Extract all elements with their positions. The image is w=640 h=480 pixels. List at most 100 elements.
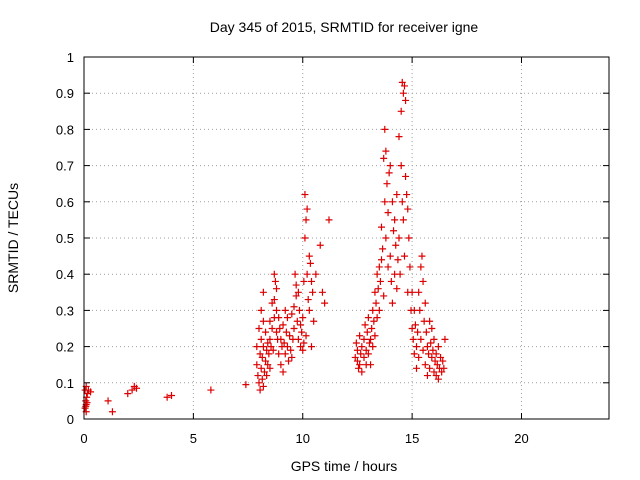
data-point — [426, 317, 434, 325]
data-point — [163, 393, 171, 401]
data-point — [268, 299, 276, 307]
data-point — [302, 332, 310, 340]
data-point — [306, 259, 314, 267]
x-tick-label: 10 — [296, 431, 310, 446]
data-point — [300, 339, 308, 347]
data-point — [259, 343, 267, 351]
data-point — [264, 339, 272, 347]
data-point — [253, 343, 261, 351]
data-point — [266, 335, 274, 343]
data-point — [255, 379, 263, 387]
data-point — [277, 361, 285, 369]
data-point — [276, 325, 284, 332]
data-point — [256, 386, 264, 394]
data-point — [382, 147, 390, 155]
data-point — [406, 263, 414, 271]
data-point — [277, 335, 285, 343]
data-point — [325, 216, 333, 224]
y-tick-label: 0.9 — [56, 86, 74, 101]
data-point — [271, 277, 279, 285]
data-point — [304, 296, 312, 304]
data-point — [365, 339, 373, 347]
data-point — [270, 270, 278, 278]
data-point — [430, 335, 438, 343]
data-point — [263, 372, 271, 380]
data-point — [283, 314, 291, 322]
data-point — [303, 205, 311, 213]
data-point — [393, 191, 401, 199]
data-point — [378, 223, 385, 231]
data-point — [409, 335, 417, 343]
data-point — [395, 234, 403, 242]
data-point — [282, 328, 290, 336]
data-point — [262, 328, 270, 336]
data-point — [395, 133, 403, 141]
data-point — [362, 346, 370, 354]
data-point — [371, 332, 379, 340]
data-point — [439, 357, 447, 365]
data-point — [128, 386, 136, 394]
data-point — [437, 353, 445, 361]
data-point — [417, 263, 425, 271]
y-tick-label: 0.6 — [56, 195, 74, 210]
data-point — [83, 399, 91, 407]
data-point — [351, 353, 359, 361]
data-point — [402, 172, 410, 180]
data-point — [386, 162, 394, 170]
data-point — [396, 270, 404, 278]
data-point — [300, 277, 308, 285]
data-point — [394, 256, 402, 264]
data-point — [297, 321, 305, 329]
data-point — [375, 306, 383, 314]
data-point — [299, 314, 307, 322]
data-point — [428, 325, 436, 332]
y-tick-label: 0.1 — [56, 376, 74, 391]
data-point — [419, 346, 427, 354]
y-axis-label: SRMTID / TECUs — [5, 183, 21, 293]
data-point — [427, 339, 435, 347]
data-point — [419, 277, 427, 285]
data-point — [287, 346, 295, 354]
data-point — [369, 343, 377, 351]
data-point — [423, 372, 431, 380]
data-point — [308, 277, 315, 285]
data-point — [309, 288, 317, 296]
data-point — [388, 198, 396, 206]
data-point — [381, 125, 389, 133]
data-point — [358, 343, 366, 351]
data-point — [383, 180, 391, 188]
data-point — [302, 216, 310, 224]
data-point — [414, 328, 422, 336]
data-point — [267, 343, 275, 351]
data-point — [168, 391, 175, 399]
data-point — [356, 361, 364, 369]
data-point — [294, 288, 302, 296]
data-point — [379, 245, 387, 253]
data-point — [242, 381, 250, 389]
data-point — [321, 299, 329, 307]
data-point — [207, 386, 215, 394]
data-point — [355, 364, 363, 372]
data-point — [376, 277, 384, 285]
data-point — [372, 299, 380, 307]
data-point — [108, 408, 116, 416]
data-point — [416, 306, 424, 314]
data-point — [364, 314, 372, 322]
data-point — [318, 288, 326, 296]
data-point — [429, 346, 437, 354]
data-point — [255, 325, 263, 332]
data-point — [380, 292, 388, 300]
data-point — [279, 321, 287, 329]
data-point — [380, 154, 388, 162]
data-points — [81, 78, 449, 416]
data-point — [404, 205, 412, 213]
data-point — [391, 216, 399, 224]
data-point — [434, 343, 442, 351]
data-point — [281, 306, 289, 314]
data-point — [257, 306, 265, 314]
data-point — [266, 364, 274, 372]
data-point — [411, 321, 419, 329]
y-tick-label: 0.2 — [56, 340, 74, 355]
data-point — [303, 270, 311, 278]
data-point — [269, 346, 277, 354]
